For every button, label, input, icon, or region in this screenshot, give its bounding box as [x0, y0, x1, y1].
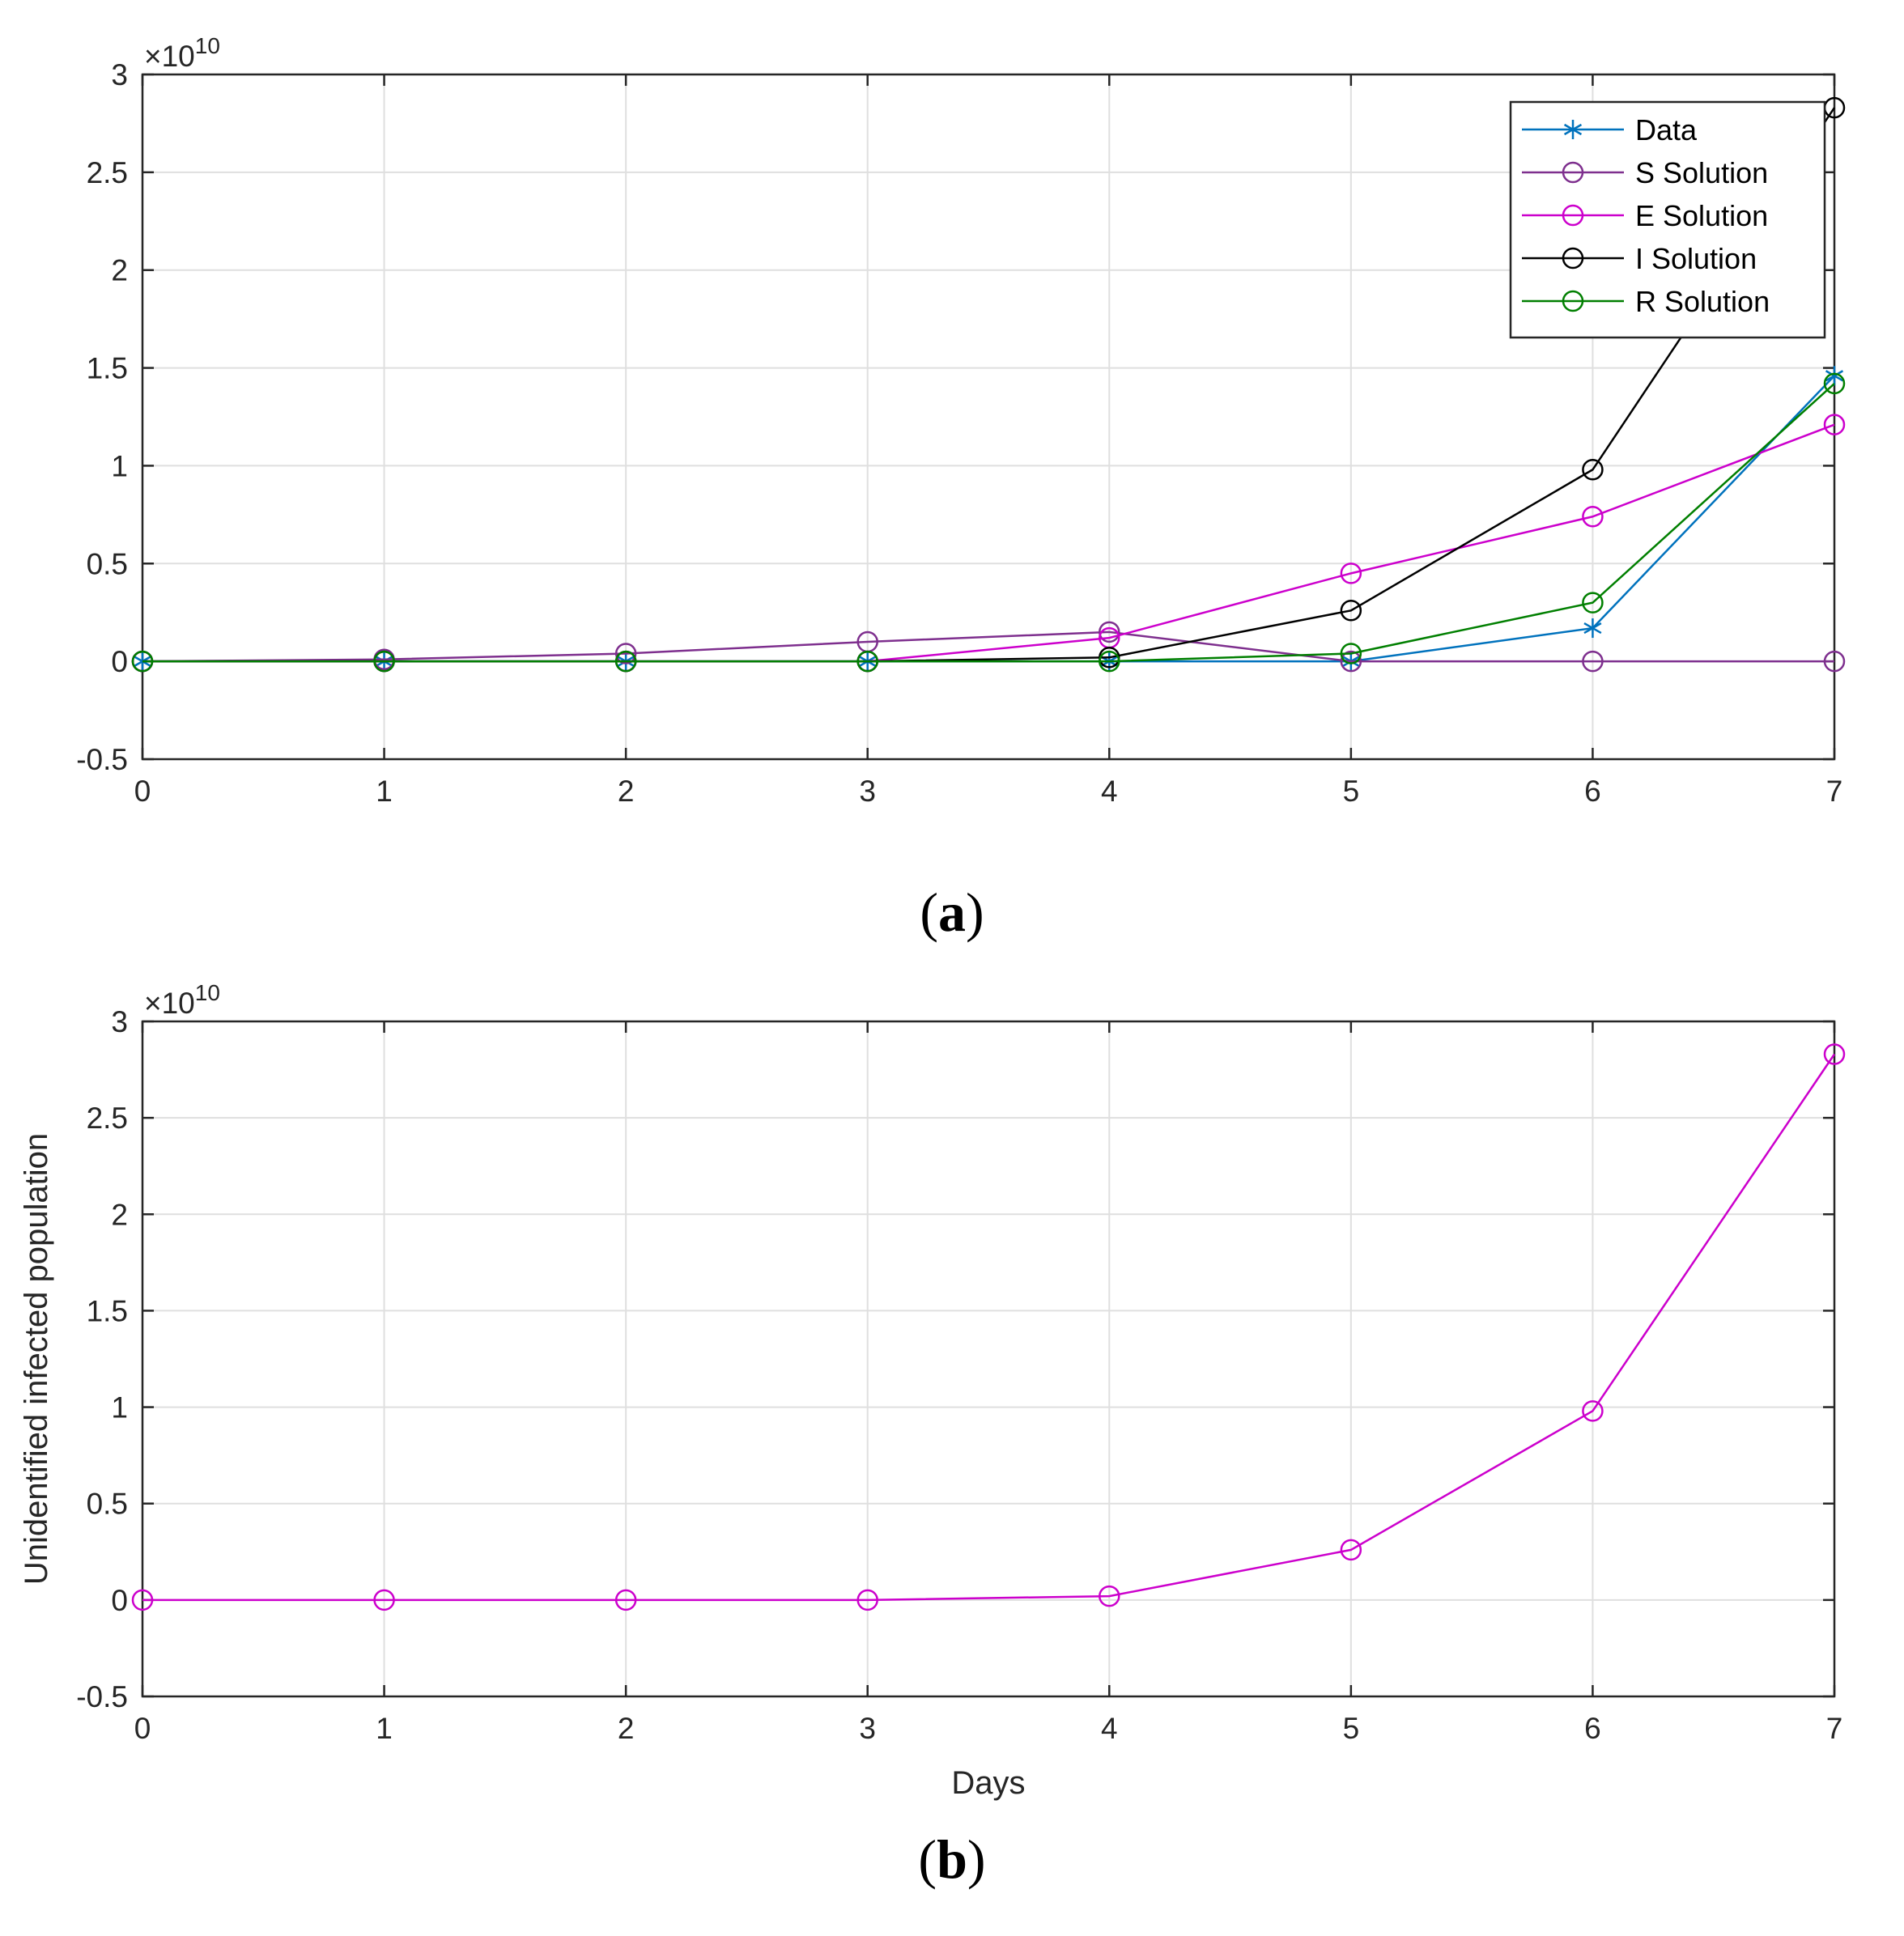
- panel-b-x-tick-label: 4: [1101, 1712, 1118, 1745]
- panel-a-legend-label-data: Data: [1635, 113, 1698, 146]
- panel-a-series-r-solution-point: [1823, 372, 1846, 395]
- panel-a-y-tick-label: -0.5: [76, 743, 128, 776]
- panel-a-legend-label-s-solution: S Solution: [1635, 156, 1768, 189]
- panel-a-series-r-solution-point: [614, 650, 637, 673]
- panel-a-x-tick-label: 5: [1343, 775, 1360, 808]
- panel-b-x-tick-label: 1: [376, 1712, 393, 1745]
- panel-b-series-unidentified-infected-population-point: [614, 1589, 637, 1611]
- panel-a-series-r-solution-point: [131, 650, 154, 673]
- panel-a-series-e-solution-point: [1340, 563, 1362, 584]
- panel-a-legend-label-i-solution: I Solution: [1635, 242, 1757, 275]
- panel-a-series-e-solution-point: [1582, 506, 1604, 528]
- panel-a-x-tick-label: 2: [618, 775, 635, 808]
- panel-a-x-tick-label: 0: [134, 775, 151, 808]
- panel-a-series-s-solution-line: [142, 630, 1834, 663]
- panel-a-x-tick-label: 1: [376, 775, 393, 808]
- panel-b-x-tick-label: 2: [618, 1712, 635, 1745]
- panel-a-series-r-solution-point: [1340, 643, 1362, 664]
- panel-a-legend-item-r-solution: R Solution: [1522, 285, 1770, 318]
- panel-b-series-unidentified-infected-population-line: [142, 1053, 1836, 1602]
- panel-b-series-unidentified-infected-population-point: [131, 1589, 154, 1611]
- panel-a-legend: Data S Solution E Solution I Solution R Solu…: [1509, 100, 1826, 339]
- panel-a-series-r-solution-line: [142, 382, 1835, 663]
- panel-b-y-tick-label: 0: [111, 1584, 128, 1617]
- panel-b-series-unidentified-infected-population-point: [1099, 1585, 1120, 1607]
- panel-a-series-r-solution-point: [856, 650, 878, 673]
- panel-a-legend-label-r-solution: R Solution: [1635, 285, 1770, 318]
- panel-a-series-s-solution-point: [614, 643, 637, 664]
- panel-b-x-tick-label: 7: [1826, 1712, 1843, 1745]
- panel-a-y-tick-label: 2: [111, 254, 128, 287]
- panel-a-series-r-solution-point: [373, 650, 395, 673]
- panel-a-legend-label-e-solution: E Solution: [1635, 199, 1768, 232]
- panel-a-axes-frame: [141, 73, 1836, 761]
- panel-b-x-tick-label: 6: [1584, 1712, 1601, 1745]
- panel-a-x-tick-label: 3: [859, 775, 876, 808]
- panel-b-y-tick-label: 3: [111, 1005, 128, 1038]
- panel-a-y-tick-label: 0: [111, 645, 128, 678]
- panel-b-y-tick-label: 0.5: [87, 1488, 128, 1521]
- panel-a-legend-swatch-marker: [1562, 247, 1584, 270]
- panel-b-y-tick-label: 1: [111, 1391, 128, 1424]
- panel-b-series-unidentified-infected-population-point: [856, 1589, 878, 1611]
- panel-a-series-s-solution-point: [1340, 650, 1362, 673]
- panel-a-series-i-solution-point: [1582, 459, 1604, 481]
- panel-a-y-tick-label: 0.5: [87, 547, 128, 580]
- panel-b-plot-area: [142, 1021, 1834, 1696]
- panel-a-series-r-solution-point: [1582, 592, 1604, 613]
- panel-b-x-tick-label: 5: [1343, 1712, 1360, 1745]
- panel-a-caption: (a): [920, 881, 984, 943]
- panel-b-x-tick-label: 3: [859, 1712, 876, 1745]
- panel-a-x-tick-label: 4: [1101, 775, 1118, 808]
- panel-a-legend-swatch-marker: [1562, 290, 1584, 312]
- panel-a-x-tick-label: 6: [1584, 775, 1601, 808]
- panel-b-y-tick-label: 1.5: [87, 1294, 128, 1327]
- panel-a-legend-item-e-solution: E Solution: [1522, 199, 1768, 232]
- panel-a-y-tick-label: 1: [111, 449, 128, 482]
- panel-a-legend-item-i-solution: I Solution: [1522, 242, 1757, 275]
- panel-a-series-e-solution-point: [1823, 414, 1846, 435]
- panel-b-x-tick-label: 0: [134, 1712, 151, 1745]
- panel-a-y-tick-label: 2.5: [87, 156, 128, 189]
- panel-a-series-s-solution-point: [1099, 621, 1120, 643]
- panel-a-legend-item-s-solution: S Solution: [1522, 156, 1768, 189]
- panel-b-series-unidentified-infected-population-point: [373, 1589, 395, 1611]
- panel-a-y-tick-label: 3: [111, 58, 128, 91]
- panel-b-y-tick-label: -0.5: [76, 1680, 128, 1713]
- panel-b-series-unidentified-infected-population-point: [1340, 1539, 1362, 1561]
- panel-a-y-multiplier: ×1010: [144, 33, 220, 73]
- panel-a-series-s-solution-point: [1582, 650, 1604, 673]
- panel-b-y-tick-label: 2: [111, 1198, 128, 1231]
- panel-b-x-axis-label: Days: [951, 1765, 1025, 1801]
- panel-a-y-tick-label: 1.5: [87, 352, 128, 385]
- panel-a-series-data-point: [1583, 618, 1602, 639]
- panel-b-chart: 0 1 2 3 4 5 6 7-0.500.511.522.53×1010DaysUniden…: [19, 980, 1846, 1801]
- panel-a-series-i-solution-point: [1340, 600, 1362, 622]
- panel-b-series-unidentified-infected-population-point: [1582, 1400, 1604, 1422]
- panel-b-y-tick-label: 2.5: [87, 1102, 128, 1135]
- panel-a-series-r-solution-point: [1099, 650, 1120, 673]
- panel-b-y-multiplier: ×1010: [144, 980, 220, 1020]
- panel-b-axes-frame: [141, 1020, 1836, 1698]
- panel-a-x-tick-label: 7: [1826, 775, 1843, 808]
- panel-a-legend-item-data: Data: [1522, 113, 1698, 146]
- panel-b-series-unidentified-infected-population-point: [1823, 1043, 1846, 1065]
- panel-a-legend-swatch-marker: [1562, 204, 1584, 227]
- panel-a-series-s-solution-point: [1823, 650, 1846, 673]
- panel-b-caption: (b): [918, 1828, 985, 1890]
- panel-a-legend-swatch-marker: [1563, 120, 1583, 139]
- panel-a-legend-swatch-marker: [1562, 161, 1584, 184]
- panel-b-y-axis-label: Unidentified infected population: [19, 1133, 54, 1585]
- panel-a-series-data-point: [1825, 366, 1844, 386]
- panel-a-legend-box: [1509, 100, 1826, 339]
